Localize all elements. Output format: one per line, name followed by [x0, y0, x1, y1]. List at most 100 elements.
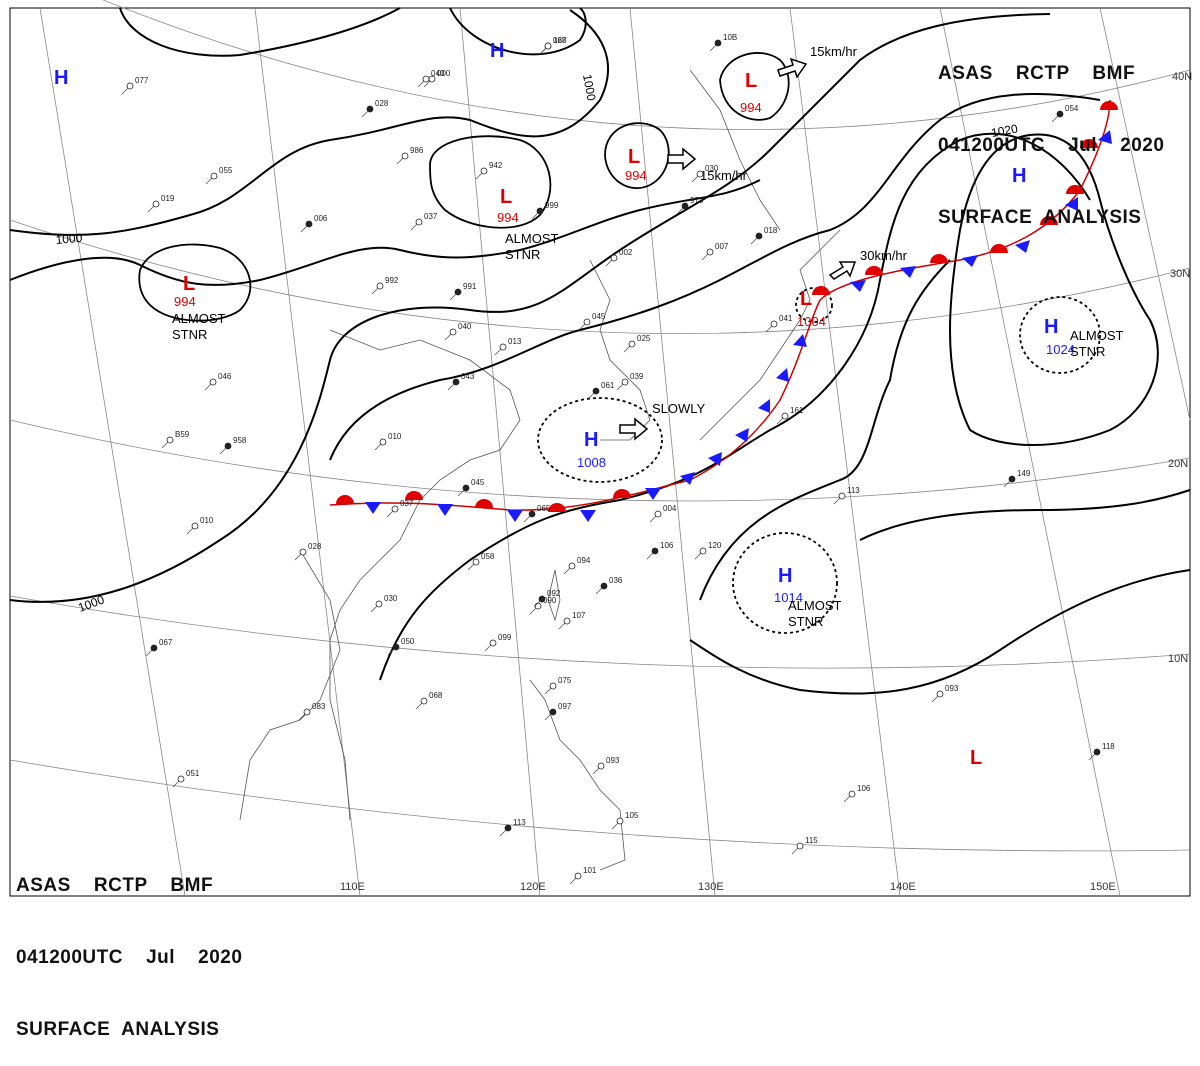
- isobar: [379, 132, 1091, 681]
- station-plots: 028 040 077 028 986 942 999 055 019 006 037 992 991 0…: [121, 33, 1115, 885]
- station-circle: [126, 82, 134, 90]
- cold-triangle: [708, 452, 722, 466]
- station-plot: 958: [219, 436, 247, 455]
- station-pressure: 106: [660, 541, 674, 550]
- station-circle: [538, 595, 546, 603]
- dashed-isobar: [795, 287, 833, 323]
- station-plot: 942: [475, 161, 503, 180]
- station-pressure: 007: [715, 242, 729, 251]
- lon-110e-line: [254, 7, 361, 897]
- station-plot: 999: [531, 201, 559, 220]
- station-plot: 050: [387, 637, 415, 656]
- station-circle: [504, 824, 512, 832]
- station-pressure: 068: [429, 691, 443, 700]
- high-symbol: H: [490, 40, 504, 62]
- station-pressure: 046: [218, 372, 232, 381]
- station-plot: 028: [361, 99, 389, 118]
- cold-triangle: [776, 368, 789, 382]
- station-pressure: 106: [857, 784, 871, 793]
- station-pressure: 028: [553, 36, 567, 45]
- station-circle: [449, 328, 457, 336]
- header-title-line: SURFACE ANALYSIS: [938, 207, 1142, 228]
- station-pressure: 004: [663, 504, 677, 513]
- low-pressure-value: 1004: [797, 314, 826, 329]
- station-circle: [1008, 475, 1016, 483]
- station-plot: 067: [145, 638, 173, 657]
- station-pressure: 037: [400, 499, 414, 508]
- station-pressure: 992: [385, 276, 399, 285]
- station-plot: 113: [499, 818, 526, 837]
- cold-triangle: [850, 280, 866, 292]
- coastlines: [239, 69, 841, 871]
- station-plot: 054: [1051, 104, 1079, 123]
- station-pressure: 991: [463, 282, 477, 291]
- lat-40n-line: [102, 0, 1191, 130]
- station-plot: 037: [386, 499, 414, 518]
- station-plot: 093: [931, 684, 959, 703]
- lon-160e-line: [1099, 7, 1191, 421]
- lon-100e-line: [39, 7, 186, 897]
- high-pressure-value: 1024: [1046, 342, 1075, 357]
- low-symbol: L: [970, 747, 982, 769]
- isobar: [9, 179, 761, 286]
- station-circle: [536, 207, 544, 215]
- station-circle: [654, 510, 662, 518]
- high-pressure-value: 1008: [577, 455, 606, 470]
- station-circle: [568, 562, 576, 570]
- station-pressure: 113: [513, 818, 526, 827]
- low-symbol: L: [500, 186, 512, 208]
- almost-stationary-label: ALMOST STNR: [172, 311, 226, 342]
- high-symbol: H: [1044, 316, 1058, 338]
- station-plot: 030: [370, 594, 398, 613]
- station-circle: [209, 378, 217, 386]
- warm-bump: [1080, 139, 1098, 148]
- cold-triangle: [735, 428, 749, 442]
- header-time-line: 041200UTC Jul 2020: [938, 135, 1165, 156]
- station-circle: [621, 378, 629, 386]
- dashed-isobar: [732, 532, 838, 634]
- station-circle: [781, 412, 789, 420]
- station-pressure: 942: [489, 161, 503, 170]
- station-pressure: 973: [690, 196, 704, 205]
- station-circle: [305, 220, 313, 228]
- station-circle: [480, 167, 488, 175]
- speed-label: 15km/hr: [810, 44, 858, 59]
- speed-label: 30km/hr: [860, 248, 908, 263]
- low-symbol: L: [745, 70, 757, 92]
- station-plot: 101: [569, 866, 597, 885]
- stationary-front: [329, 99, 1118, 522]
- station-plot: 045: [457, 478, 485, 497]
- warm-bump: [336, 495, 354, 504]
- station-plot: 097: [544, 702, 572, 721]
- station-circle: [420, 697, 428, 705]
- lat-10n-line: [9, 595, 1191, 669]
- lon-label: 150E: [1090, 881, 1116, 893]
- isobars: [9, 7, 1191, 695]
- cold-triangle: [645, 488, 661, 500]
- station-circle: [610, 254, 618, 262]
- high-symbol: H: [54, 67, 68, 89]
- station-plot: 045: [578, 312, 606, 331]
- station-pressure: 115: [805, 836, 818, 845]
- station-plot: 030: [691, 164, 719, 183]
- cold-front-triangles: [365, 130, 1112, 522]
- warm-front-bumps: [336, 101, 1118, 512]
- station-circle: [628, 340, 636, 348]
- station-pressure: 107: [572, 611, 586, 620]
- station-pressure: 058: [481, 552, 495, 561]
- station-circle: [224, 442, 232, 450]
- station-plot: 010: [374, 432, 402, 451]
- footer-agency-line: ASAS RCTP BMF: [16, 875, 214, 896]
- station-plot: 039: [616, 372, 644, 391]
- station-circle: [528, 510, 536, 518]
- warm-bump: [865, 266, 883, 275]
- station-plot: 106: [843, 784, 871, 803]
- station-circle: [755, 232, 763, 240]
- station-plot: 061: [587, 381, 615, 400]
- station-plot: 992: [371, 276, 399, 295]
- station-plot: 058: [467, 552, 495, 571]
- station-pressure: 075: [558, 676, 572, 685]
- station-pressure: 028: [375, 99, 389, 108]
- station-pressure: 025: [637, 334, 651, 343]
- cold-triangle: [962, 255, 978, 267]
